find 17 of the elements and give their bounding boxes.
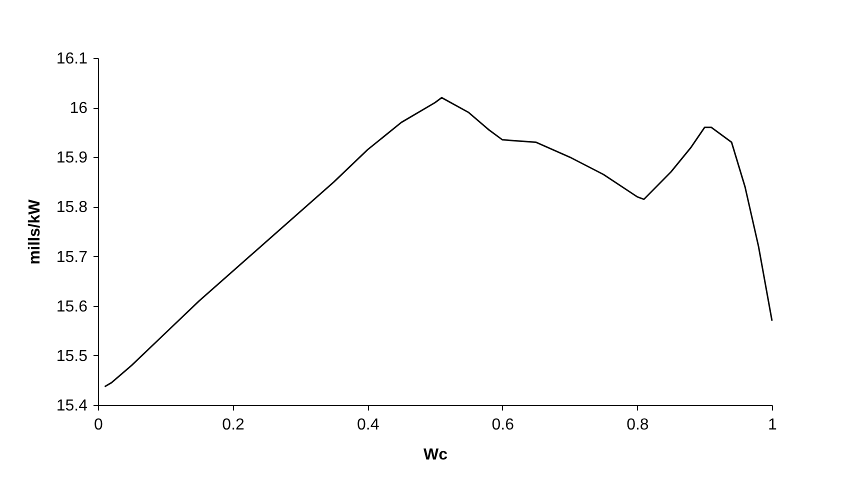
x-tick-label: 0.8: [626, 416, 649, 434]
line-series: [104, 96, 773, 388]
y-tick-label: 15.9: [56, 150, 88, 167]
y-tick-label: 16: [70, 100, 88, 118]
x-tick-label: 0.2: [222, 416, 245, 434]
x-tick-label: 1: [768, 416, 778, 434]
x-tick-label: 0.6: [492, 416, 514, 434]
y-tick-label: 15.5: [56, 348, 88, 365]
y-tick-label: 15.6: [56, 298, 88, 316]
x-tick-label: 0: [94, 416, 104, 434]
x-axis-title: Wc: [424, 446, 448, 464]
y-tick-label: 15.4: [56, 398, 88, 414]
y-tick-label: 15.7: [56, 248, 88, 266]
y-tick-label: 16.1: [56, 50, 88, 68]
y-axis-title: mills/kW: [26, 198, 44, 264]
y-tick-label: 15.8: [56, 199, 88, 216]
x-tick-label: 0.4: [356, 416, 380, 434]
